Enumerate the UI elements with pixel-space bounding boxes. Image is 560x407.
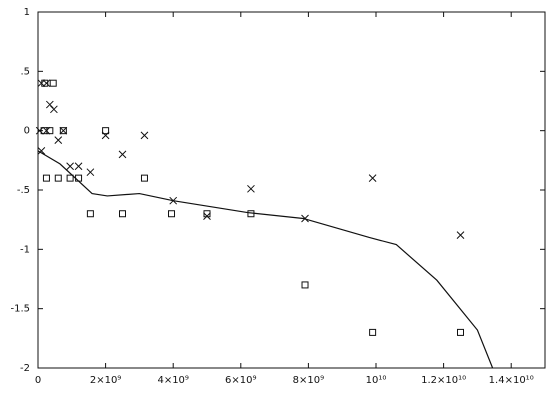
line [37,150,494,369]
x-marker [368,174,377,182]
x-marker [54,136,63,145]
x-marker [86,168,95,177]
x-marker [74,162,83,171]
y-tick-label: -1 [20,244,30,255]
square-marker [41,79,49,87]
x-marker [42,79,51,88]
x-tick-label: 1.2×10¹⁰ [421,375,466,386]
square-marker [54,174,62,182]
x-marker [66,162,74,171]
x-tick-label: 6×10⁹ [225,375,256,386]
x-tick-label: 2×10⁹ [90,375,121,386]
x-marker [203,212,211,220]
square-marker [301,281,309,289]
x-tick-label: 0 [35,375,41,386]
x-marker [50,105,58,114]
square-marker [369,328,377,336]
square-marker [75,174,83,182]
x-marker [140,131,149,140]
x-tick-label: 8×10⁹ [293,375,324,386]
x-marker [456,231,465,239]
square-marker [42,174,50,182]
square-marker [457,328,464,336]
plot-frame [37,11,546,369]
x-tick-label: 10¹⁰ [366,375,387,386]
square-marker [119,210,126,218]
square-marker [247,210,255,218]
x-marker [101,131,110,140]
y-tick-label: -1.5 [10,304,30,315]
square-marker [140,174,148,182]
y-tick-label: 1 [24,7,30,18]
square-marker [46,127,54,135]
x-marker [247,184,255,193]
x-marker [59,126,68,135]
square-marker [102,127,110,135]
square-marker [168,210,176,218]
x-marker [35,126,44,135]
x-tick-label: 4×10⁹ [157,375,188,386]
y-tick-label: .5 [20,66,30,77]
square-marker [66,174,74,182]
square-marker [86,210,94,218]
square-marker [203,210,211,218]
x-marker [37,146,46,155]
y-tick-label: -.5 [17,185,30,196]
x-marker [118,150,127,159]
x-tick-label: 1.4×10¹⁰ [489,375,534,386]
square-marker [59,127,67,135]
y-tick-label: 0 [24,126,30,137]
square-marker [49,79,57,87]
y-tick-label: -2 [20,363,30,374]
